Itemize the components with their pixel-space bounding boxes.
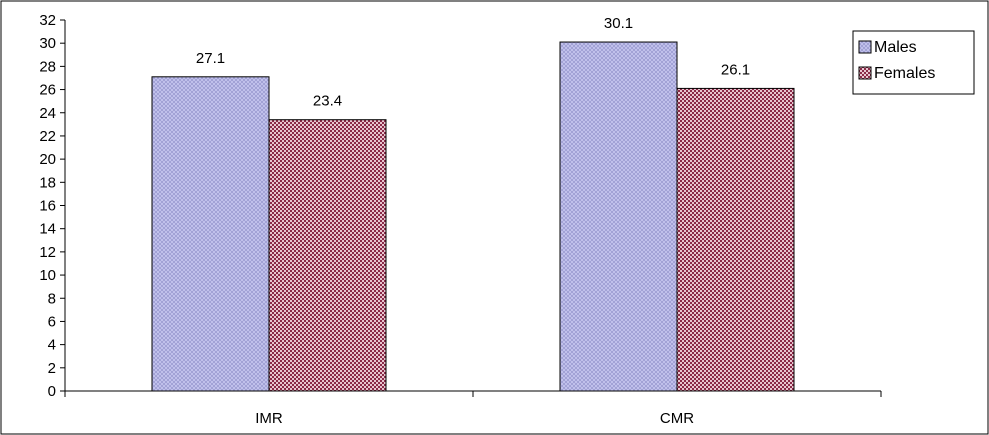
bar-males-cmr	[559, 41, 678, 392]
legend-swatch-females	[858, 66, 872, 80]
x-tick-label: IMR	[255, 410, 283, 427]
y-tick-label: 30	[39, 35, 56, 52]
y-tick-label: 14	[39, 221, 56, 238]
data-label: 23.4	[313, 93, 342, 110]
y-tick-label: 24	[39, 105, 56, 122]
y-tick-label: 28	[39, 58, 56, 75]
legend-swatch-males	[858, 40, 872, 54]
data-label: 27.1	[196, 50, 225, 67]
bar-males-imr	[151, 76, 270, 392]
y-tick-label: 12	[39, 244, 56, 261]
y-tick-label: 10	[39, 267, 56, 284]
y-tick-label: 2	[48, 360, 56, 377]
data-label: 26.1	[721, 61, 750, 78]
bar-females-imr	[268, 119, 387, 392]
legend-label-males: Males	[874, 39, 917, 56]
x-tick-label: CMR	[660, 410, 694, 427]
y-tick-label: 20	[39, 151, 56, 168]
y-tick-label: 4	[48, 337, 56, 354]
bar-females-cmr	[676, 87, 795, 392]
y-tick-label: 32	[39, 12, 56, 29]
legend-box	[852, 30, 975, 95]
legend-label-females: Females	[874, 65, 935, 82]
legend: Males Females	[852, 30, 975, 95]
y-tick-label: 16	[39, 198, 56, 215]
data-label: 30.1	[604, 15, 633, 32]
y-tick-label: 8	[48, 290, 56, 307]
y-tick-label: 6	[48, 313, 56, 330]
y-tick-label: 26	[39, 82, 56, 99]
y-tick-label: 18	[39, 174, 56, 191]
y-tick-label: 0	[48, 383, 56, 400]
y-tick-label: 22	[39, 128, 56, 145]
